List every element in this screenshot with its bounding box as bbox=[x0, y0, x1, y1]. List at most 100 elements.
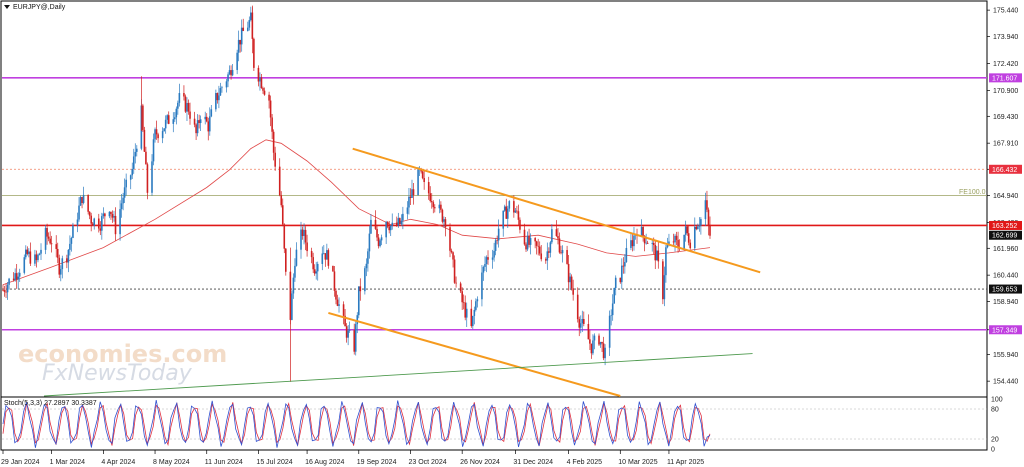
candle-body[interactable] bbox=[301, 229, 304, 236]
candle-body[interactable] bbox=[246, 27, 249, 31]
candle-body[interactable] bbox=[131, 168, 134, 176]
candle-body[interactable] bbox=[450, 250, 453, 253]
candle-body[interactable] bbox=[589, 339, 591, 344]
candle-body[interactable] bbox=[640, 226, 643, 236]
candle-body[interactable] bbox=[625, 247, 628, 262]
candle-body[interactable] bbox=[566, 250, 568, 264]
candle-body[interactable] bbox=[546, 251, 549, 261]
candle-body[interactable] bbox=[377, 237, 380, 247]
candle-body[interactable] bbox=[494, 240, 497, 251]
candle-body[interactable] bbox=[429, 193, 432, 202]
candle-body[interactable] bbox=[119, 209, 121, 235]
candle-body[interactable] bbox=[502, 210, 505, 229]
candle-body[interactable] bbox=[59, 269, 62, 275]
candle-body[interactable] bbox=[508, 201, 511, 209]
candle-body[interactable] bbox=[29, 251, 32, 264]
candle-body[interactable] bbox=[18, 272, 21, 277]
candle-body[interactable] bbox=[67, 249, 70, 263]
candle-body[interactable] bbox=[260, 77, 263, 89]
candle-body[interactable] bbox=[491, 257, 494, 260]
candle-body[interactable] bbox=[683, 234, 685, 249]
candle-body[interactable] bbox=[402, 213, 404, 221]
candle-body[interactable] bbox=[281, 205, 284, 225]
candle-body[interactable] bbox=[470, 308, 473, 327]
candle-body[interactable] bbox=[303, 229, 305, 236]
candle-body[interactable] bbox=[614, 277, 617, 288]
candle-body[interactable] bbox=[506, 208, 509, 219]
candle-body[interactable] bbox=[269, 100, 272, 118]
candle-body[interactable] bbox=[155, 129, 158, 135]
candle-body[interactable] bbox=[108, 211, 111, 217]
candle-body[interactable] bbox=[621, 265, 623, 283]
candle-body[interactable] bbox=[610, 315, 612, 316]
candle-body[interactable] bbox=[379, 240, 381, 247]
candle-body[interactable] bbox=[250, 12, 252, 21]
candle-body[interactable] bbox=[548, 251, 550, 253]
candle-body[interactable] bbox=[551, 229, 553, 243]
candle-body[interactable] bbox=[560, 252, 562, 254]
candle-body[interactable] bbox=[79, 196, 82, 206]
candle-body[interactable] bbox=[104, 213, 106, 217]
candle-body[interactable] bbox=[278, 166, 281, 196]
candle-body[interactable] bbox=[578, 319, 581, 328]
candle-body[interactable] bbox=[663, 275, 666, 300]
candle-body[interactable] bbox=[23, 257, 26, 273]
candle-body[interactable] bbox=[348, 330, 351, 331]
candle-body[interactable] bbox=[3, 290, 6, 292]
candle-body[interactable] bbox=[421, 171, 424, 179]
candle-body[interactable] bbox=[391, 222, 394, 226]
candle-body[interactable] bbox=[367, 251, 369, 264]
candle-body[interactable] bbox=[579, 323, 582, 328]
candle-body[interactable] bbox=[443, 219, 445, 222]
candle-body[interactable] bbox=[434, 207, 436, 209]
candle-body[interactable] bbox=[291, 293, 293, 320]
candle-body[interactable] bbox=[231, 69, 234, 76]
candle-body[interactable] bbox=[665, 247, 667, 276]
candle-body[interactable] bbox=[321, 253, 324, 264]
candle-body[interactable] bbox=[528, 235, 530, 245]
candle-body[interactable] bbox=[134, 151, 137, 157]
candle-body[interactable] bbox=[263, 90, 266, 95]
candle-body[interactable] bbox=[642, 226, 644, 236]
candle-body[interactable] bbox=[590, 343, 593, 354]
candle-body[interactable] bbox=[248, 20, 251, 28]
candle-body[interactable] bbox=[657, 250, 660, 262]
long-term-support[interactable] bbox=[44, 353, 753, 397]
candle-body[interactable] bbox=[432, 202, 435, 208]
candle-body[interactable] bbox=[306, 242, 308, 252]
candle-body[interactable] bbox=[570, 276, 573, 289]
candle-body[interactable] bbox=[230, 70, 232, 76]
candle-body[interactable] bbox=[365, 263, 368, 269]
candle-body[interactable] bbox=[400, 220, 403, 225]
candle-body[interactable] bbox=[47, 236, 50, 239]
candle-body[interactable] bbox=[344, 315, 346, 327]
candle-body[interactable] bbox=[154, 129, 156, 140]
candle-body[interactable] bbox=[262, 88, 264, 91]
candle-body[interactable] bbox=[184, 96, 187, 112]
candle-body[interactable] bbox=[668, 241, 670, 246]
candle-body[interactable] bbox=[389, 225, 392, 231]
candle-body[interactable] bbox=[2, 289, 4, 291]
candle-body[interactable] bbox=[555, 229, 558, 237]
candle-body[interactable] bbox=[312, 257, 314, 270]
candle-body[interactable] bbox=[674, 235, 676, 243]
candle-body[interactable] bbox=[630, 240, 632, 248]
candle-body[interactable] bbox=[535, 241, 538, 246]
candle-body[interactable] bbox=[505, 206, 508, 219]
candle-body[interactable] bbox=[195, 124, 197, 134]
candle-body[interactable] bbox=[28, 251, 30, 254]
candle-body[interactable] bbox=[567, 263, 570, 283]
candle-body[interactable] bbox=[619, 277, 622, 283]
candle-body[interactable] bbox=[186, 102, 188, 112]
candle-body[interactable] bbox=[412, 189, 415, 196]
candle-body[interactable] bbox=[706, 200, 708, 210]
candle-body[interactable] bbox=[462, 302, 465, 303]
candle-body[interactable] bbox=[38, 253, 41, 255]
candle-body[interactable] bbox=[357, 286, 360, 316]
candle-body[interactable] bbox=[257, 67, 260, 82]
candle-body[interactable] bbox=[280, 195, 283, 206]
candle-body[interactable] bbox=[315, 271, 318, 274]
candle-body[interactable] bbox=[88, 211, 91, 216]
candle-body[interactable] bbox=[205, 116, 208, 122]
candle-body[interactable] bbox=[111, 214, 114, 218]
